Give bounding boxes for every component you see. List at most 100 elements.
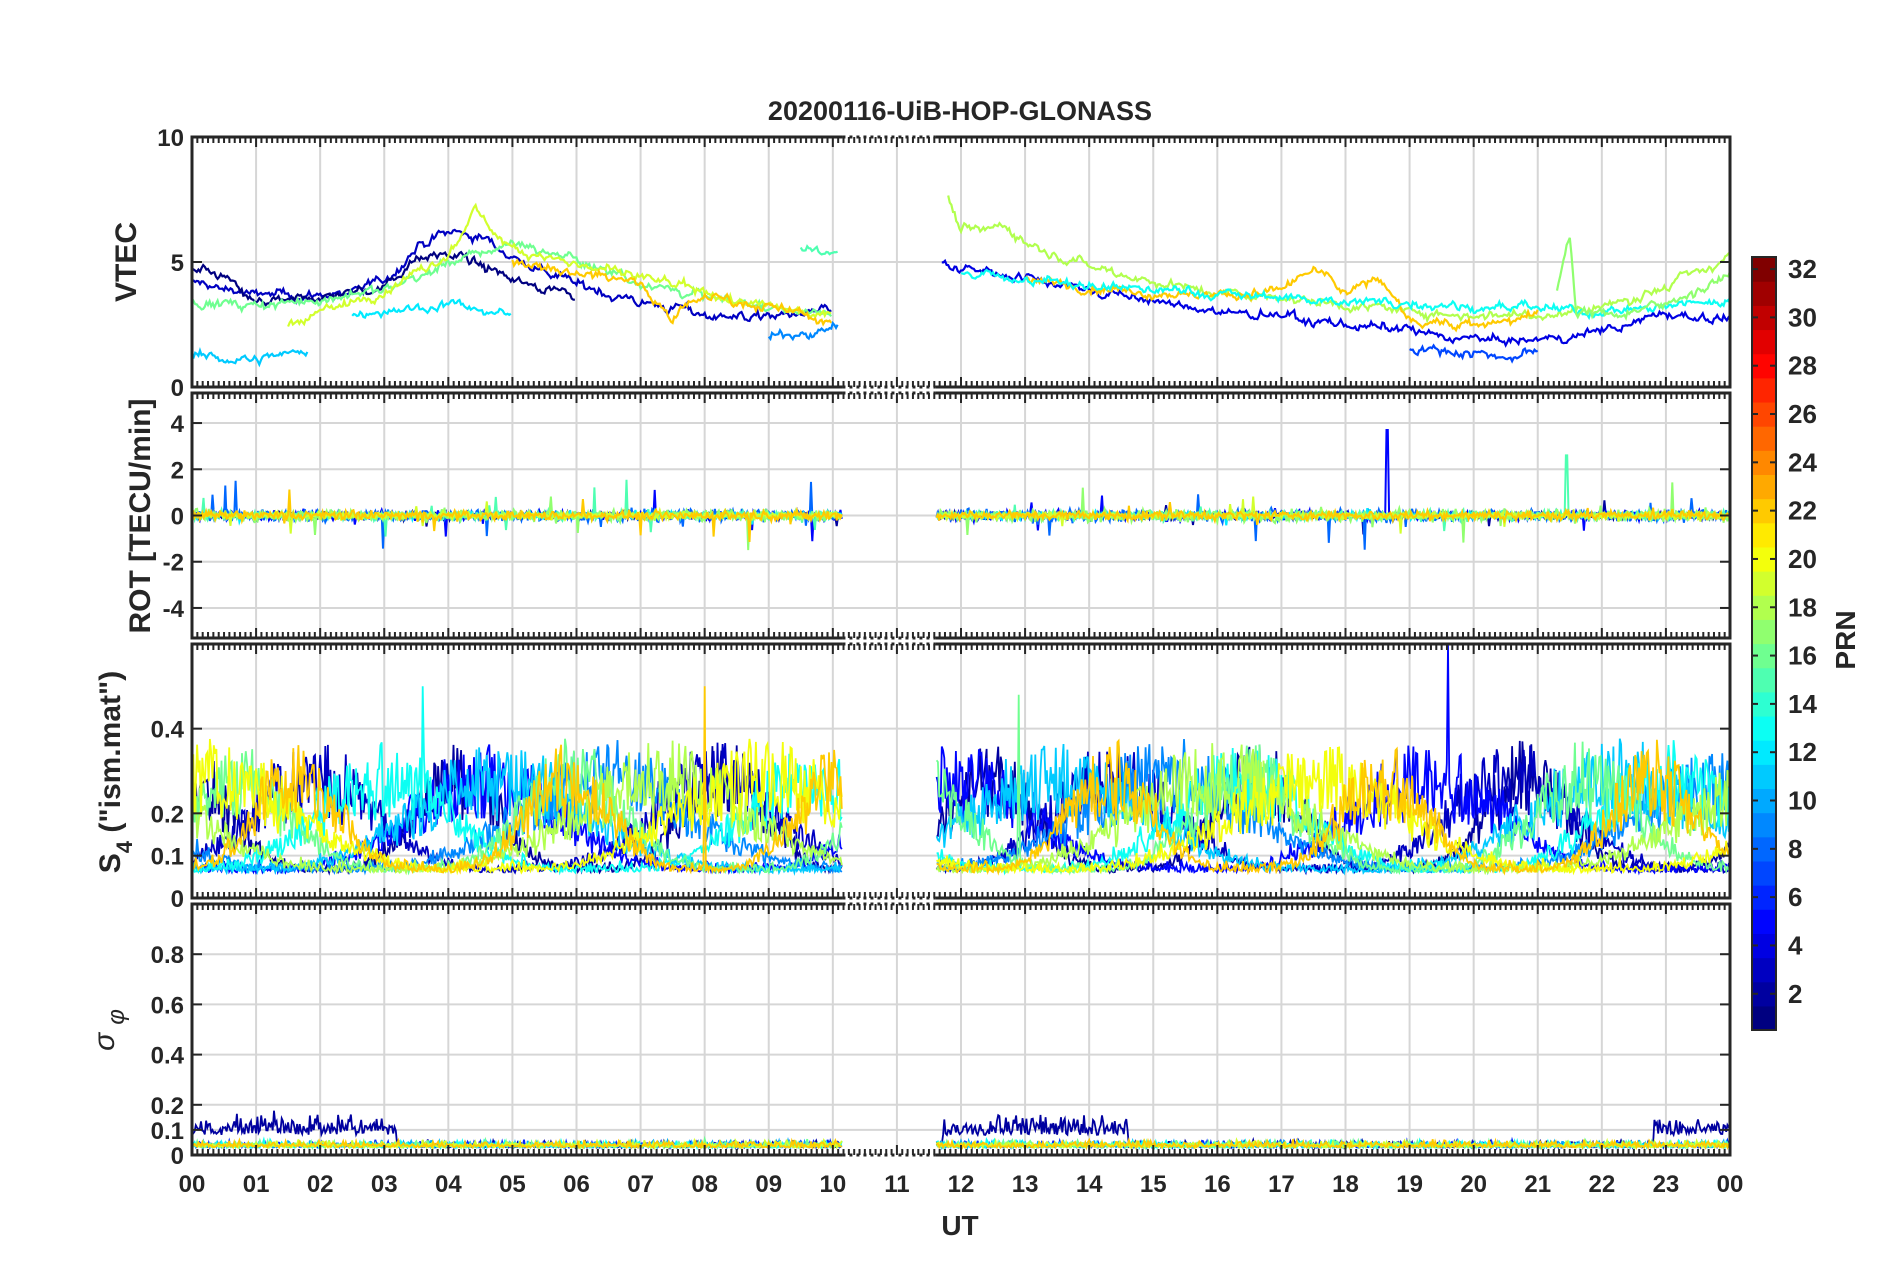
- x-tick-label: 22: [1588, 1171, 1615, 1198]
- y-tick-label: 0: [171, 375, 184, 402]
- y-tick-label: 2: [171, 457, 184, 484]
- plot-area-sigma_phi: [192, 1110, 1730, 1151]
- colorbar-tick-label: 8: [1788, 834, 1802, 864]
- colorbar-tick-label: 24: [1788, 447, 1817, 477]
- colorbar-segment: [1752, 764, 1776, 790]
- y-tick-label: 4: [171, 411, 185, 438]
- y-label-s4-rest: ("ism.mat"): [94, 671, 127, 841]
- colorbar-tick-label: 32: [1788, 254, 1817, 284]
- x-tick-label: 23: [1653, 1171, 1680, 1198]
- x-tick-label: 12: [948, 1171, 975, 1198]
- y-tick-label: 0.4: [151, 1043, 185, 1070]
- x-tick-label: 00: [179, 1171, 206, 1198]
- x-tick-label: 04: [435, 1171, 462, 1198]
- y-tick-label: 0.4: [151, 717, 185, 744]
- colorbar-segment: [1752, 667, 1776, 693]
- y-tick-label: 10: [157, 125, 184, 152]
- vtec-series-prn-4: [941, 258, 1730, 348]
- y-label-sigma-main: σ: [88, 1031, 121, 1051]
- colorbar-segment: [1752, 957, 1776, 983]
- x-axis-label: UT: [941, 1210, 978, 1241]
- y-tick-label: 0.8: [151, 942, 184, 969]
- colorbar-tick-label: 2: [1788, 979, 1802, 1009]
- colorbar-tick-label: 6: [1788, 882, 1802, 912]
- x-tick-label: 10: [819, 1171, 846, 1198]
- vtec-series-prn-22: [511, 258, 833, 327]
- vtec-series-prn-18: [947, 195, 1730, 324]
- vtec-series-prn-13: [960, 268, 1730, 321]
- x-tick-label: 05: [499, 1171, 526, 1198]
- colorbar-segment: [1752, 619, 1776, 645]
- x-tick-label: 03: [371, 1171, 398, 1198]
- colorbar-segment: [1752, 426, 1776, 451]
- x-tick-label: 14: [1076, 1171, 1103, 1198]
- vtec-series-prn-17: [1555, 237, 1730, 321]
- y-tick-label: 5: [171, 250, 184, 277]
- colorbar-tick-label: 4: [1788, 930, 1803, 960]
- s4-series-prn-22: [192, 686, 1730, 876]
- colorbar-tick-label: 14: [1788, 689, 1817, 719]
- colorbar-label: PRN: [1830, 610, 1861, 669]
- colorbar-tick-label: 22: [1788, 496, 1817, 526]
- colorbar-tick-label: 10: [1788, 786, 1817, 816]
- s4-series-prn-20: [192, 738, 1730, 876]
- y-tick-label: 0: [171, 504, 184, 531]
- y-tick-label: -4: [163, 596, 185, 623]
- x-tick-label: 13: [1012, 1171, 1039, 1198]
- y-tick-label: 0.2: [151, 1093, 184, 1120]
- colorbar-segment: [1752, 377, 1776, 403]
- x-tick-label: 11: [884, 1171, 909, 1198]
- y-label-s4-sub: 4: [112, 840, 137, 853]
- colorbar-frame: [1751, 256, 1777, 1031]
- y-tick-label: 0.1: [151, 844, 184, 871]
- panel-sigma_phi: 00.10.2 0.4 0.6 0.8: [151, 902, 1732, 1170]
- vtec-series-prn-12: [351, 298, 512, 320]
- colorbar-tick-label: 26: [1788, 399, 1817, 429]
- x-tick-label: 02: [307, 1171, 334, 1198]
- sigma-series-prn-22: [192, 1137, 1730, 1151]
- colorbar-segment: [1752, 812, 1776, 838]
- rot-series-prn-22: [192, 489, 1730, 543]
- colorbar-segment: [1752, 329, 1776, 355]
- colorbar-tick-label: 20: [1788, 544, 1817, 574]
- panel-s4: 0 0.1 0.2 0.4: [151, 642, 1732, 913]
- y-label-vtec: VTEC: [110, 222, 143, 302]
- y-label-sigma: σφ: [88, 1009, 130, 1051]
- y-label-s4-main: S: [94, 853, 127, 873]
- x-tick-label: 15: [1140, 1171, 1167, 1198]
- plot-area-s4: [192, 644, 1730, 877]
- colorbar-segment: [1752, 909, 1776, 934]
- y-tick-label: 0: [171, 1143, 184, 1170]
- colorbar-tick-label: 18: [1788, 592, 1817, 622]
- vtec-series-prn-22: [1024, 265, 1539, 333]
- y-tick-label: 0.2: [151, 801, 184, 828]
- x-tick-label: 08: [691, 1171, 718, 1198]
- x-tick-label: 18: [1332, 1171, 1359, 1198]
- vtec-series-prn-11: [192, 346, 309, 368]
- colorbar-segment: [1752, 474, 1776, 500]
- plot-area-rot: [192, 429, 1730, 551]
- y-tick-label: 0: [171, 886, 184, 913]
- chart-title: 20200116-UiB-HOP-GLONASS: [768, 96, 1152, 126]
- x-tick-label: 09: [755, 1171, 782, 1198]
- colorbar-segment: [1752, 281, 1776, 306]
- y-tick-label: 0.1: [151, 1118, 184, 1145]
- colorbar-tick-label: 16: [1788, 641, 1817, 671]
- x-tick-label: 01: [243, 1171, 270, 1198]
- panel-rot: -4 -2 0 2 4: [163, 391, 1732, 640]
- x-tick-label: 17: [1268, 1171, 1295, 1198]
- vtec-series-prn-19: [287, 202, 832, 327]
- vtec-series-prn-9: [767, 320, 839, 342]
- x-tick-label: 20: [1460, 1171, 1487, 1198]
- x-tick-label: 00: [1717, 1171, 1744, 1198]
- colorbar-segment: [1752, 1005, 1776, 1031]
- colorbar-segment: [1752, 571, 1776, 596]
- vtec-series-prn-7: [1409, 343, 1538, 364]
- panel-vtec: 0 5 10: [157, 125, 1732, 402]
- x-tick-label: 06: [563, 1171, 590, 1198]
- x-tick-label: 19: [1396, 1171, 1423, 1198]
- colorbar-tick-label: 30: [1788, 302, 1817, 332]
- colorbar-tick-label: 12: [1788, 737, 1817, 767]
